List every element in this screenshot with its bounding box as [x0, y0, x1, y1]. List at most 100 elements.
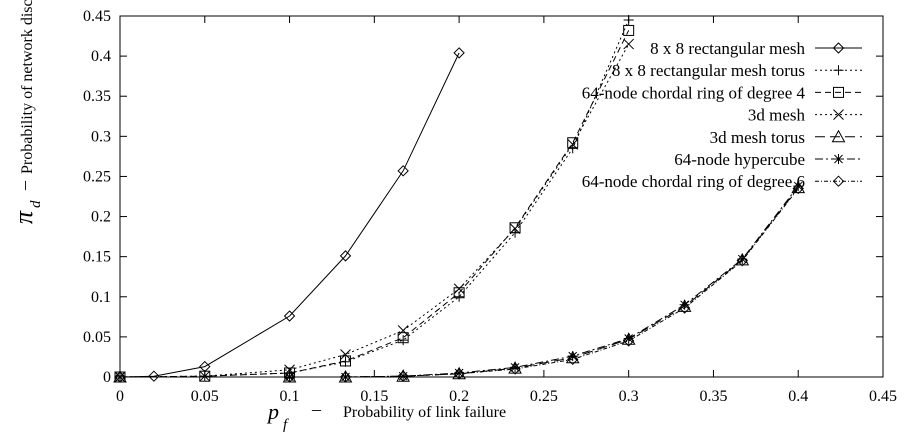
series-line — [119, 19, 630, 378]
legend-item: 64-node hypercube — [674, 150, 862, 169]
y-tick-label: 0.15 — [83, 249, 111, 266]
data-point — [397, 165, 409, 177]
data-point — [833, 154, 844, 164]
y-axis-label-subscript: d — [28, 200, 44, 208]
data-point — [567, 351, 578, 362]
legend-item: 8 x 8 rectangular mesh — [650, 39, 862, 58]
series-line — [120, 187, 799, 378]
data-point — [339, 250, 352, 262]
y-tick-label: 0.35 — [83, 88, 111, 105]
data-point — [397, 332, 409, 344]
y-tick-label: 0.2 — [91, 209, 111, 226]
x-axis-label: Probability of link failure — [343, 404, 506, 421]
data-point — [509, 363, 521, 375]
series-6 — [115, 181, 804, 382]
legend-label: 3d mesh — [748, 106, 806, 125]
data-point — [398, 371, 409, 382]
data-point — [340, 349, 351, 360]
data-point — [567, 137, 579, 149]
data-point — [832, 175, 845, 187]
legend-label: 8 x 8 rectangular mesh torus — [612, 61, 805, 80]
x-tick-label: 0.3 — [619, 388, 639, 405]
data-point — [567, 353, 579, 366]
data-point — [793, 181, 804, 192]
data-point — [737, 254, 748, 265]
x-tick-label: 0 — [116, 388, 124, 405]
data-point — [339, 371, 352, 383]
x-axis-label-subscript: f — [283, 417, 289, 433]
y-tick-label: 0.4 — [91, 48, 111, 65]
series-5 — [113, 180, 806, 383]
series-layer — [113, 15, 806, 383]
data-point — [832, 42, 845, 54]
data-point — [509, 223, 521, 234]
data-point — [199, 370, 211, 382]
legend-item: 8 x 8 rectangular mesh torus — [612, 61, 862, 80]
x-tick-label: 0.45 — [869, 388, 897, 405]
x-axis: 0 0.05 0.1 0.15 0.2 0.25 0.3 0.35 0.4 0.45 — [116, 16, 897, 405]
data-point — [679, 299, 690, 310]
legend: 8 x 8 rectangular mesh 8 x 8 rectangular … — [582, 39, 862, 191]
series-7 — [114, 182, 804, 383]
data-point — [792, 182, 804, 195]
x-tick-label: 0.1 — [280, 388, 300, 405]
plot-border — [119, 15, 884, 378]
legend-label: 64-node chordal ring of degree 6 — [582, 172, 805, 191]
y-tick-label: 0 — [103, 369, 111, 386]
data-point — [623, 38, 635, 50]
x-tick-label: 0.15 — [360, 388, 388, 405]
data-point — [398, 335, 409, 346]
y-tick-label: 0.45 — [83, 8, 111, 25]
data-point — [453, 47, 465, 59]
y-axis-label-group: π d – Probability of network disconnecti… — [9, 0, 44, 224]
x-tick-label: 0.4 — [788, 388, 808, 405]
x-tick-label: 0.05 — [191, 388, 219, 405]
series-line — [120, 188, 799, 378]
data-point — [736, 254, 748, 267]
series-3 — [114, 24, 635, 383]
y-axis: 0 0.05 0.1 0.15 0.2 0.25 0.3 0.35 0.4 0.45 — [83, 8, 883, 386]
data-point — [678, 302, 691, 314]
data-point — [148, 370, 160, 382]
data-point — [283, 310, 296, 322]
y-tick-label: 0.05 — [83, 329, 111, 346]
data-point — [283, 371, 296, 383]
legend-label: 8 x 8 rectangular mesh — [650, 39, 805, 58]
x-axis-label-dash: – — [311, 399, 322, 419]
data-point — [453, 368, 465, 380]
y-axis-label-dash: – — [14, 180, 34, 191]
y-axis-label-symbol: π — [9, 210, 38, 224]
x-tick-label: 0.25 — [530, 388, 558, 405]
data-point — [623, 15, 634, 26]
legend-label: 3d mesh torus — [710, 128, 805, 147]
data-point — [199, 370, 211, 382]
data-point — [622, 335, 635, 347]
data-point — [454, 291, 465, 302]
data-point — [833, 109, 844, 120]
y-tick-label: 0.3 — [91, 128, 111, 145]
y-tick-label: 0.1 — [91, 289, 111, 306]
legend-item: 64-node chordal ring of degree 4 — [582, 83, 862, 102]
y-axis-label: Probability of network disconnection — [19, 0, 36, 174]
series-2 — [115, 15, 634, 382]
y-tick-label: 0.25 — [83, 168, 111, 185]
legend-label: 64-node chordal ring of degree 4 — [582, 83, 806, 102]
plot-frame — [119, 15, 884, 378]
data-point — [340, 355, 352, 367]
data-point — [509, 222, 521, 234]
data-point — [114, 371, 126, 383]
series-1 — [114, 47, 465, 383]
data-point — [454, 367, 465, 378]
x-axis-label-symbol: p — [266, 399, 279, 424]
data-point — [510, 362, 521, 373]
data-point — [623, 333, 634, 344]
data-point — [831, 129, 846, 143]
data-point — [397, 370, 409, 382]
data-point — [453, 287, 465, 299]
data-point — [284, 372, 295, 382]
data-point — [623, 24, 635, 36]
series-4 — [114, 38, 635, 383]
data-point — [833, 65, 844, 76]
data-point — [833, 86, 844, 98]
